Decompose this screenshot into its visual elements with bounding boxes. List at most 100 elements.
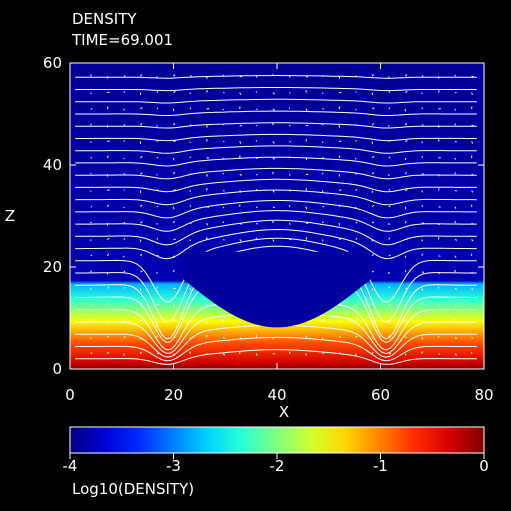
velocity-vector [388,286,391,289]
velocity-vector [338,204,341,208]
colorbar-ticks: -4 -3 -2 -1 0 [63,453,489,475]
field-line [75,75,477,79]
velocity-vector [371,319,375,322]
velocity-vector [438,90,440,93]
velocity-vector [106,351,110,355]
velocity-vector [173,140,176,142]
plot-axes: 0 20 40 60 80 0 20 40 60 [43,54,494,404]
velocity-vector [421,239,423,242]
velocity-vector [454,353,457,356]
velocity-vector [405,139,408,142]
velocity-vector [322,352,325,355]
velocity-vector [256,108,258,111]
velocity-vector [454,206,457,209]
velocity-vector [173,74,176,77]
velocity-vector [404,220,407,224]
velocity-vector [140,155,143,159]
velocity-vector [338,189,342,191]
velocity-vector [140,319,143,322]
velocity-vector [239,141,242,144]
velocity-vector [90,303,93,306]
velocity-vector [206,90,208,93]
velocity-vector [156,286,159,289]
y-tick-label: 40 [43,156,62,174]
field-lines [75,75,477,365]
velocity-vector [239,75,243,78]
velocity-vector [255,157,258,160]
velocity-vector [123,270,126,273]
velocity-vector [404,270,407,273]
velocity-vector [404,304,407,307]
velocity-vector [438,174,440,177]
velocity-vector [388,188,391,191]
velocity-vector [173,189,176,191]
velocity-vector [156,335,159,338]
velocity-vector [222,157,225,160]
velocity-vector [388,303,391,306]
velocity-vector [438,139,440,142]
velocity-vector [471,239,474,242]
velocity-vector [454,239,458,241]
field-line [75,110,477,116]
velocity-vector [454,337,458,340]
field-line [75,87,477,92]
velocity-vector [438,125,440,128]
velocity-vector [322,172,324,175]
velocity-vector [405,238,408,240]
velocity-vector [454,157,457,160]
heatmap-area [70,63,484,369]
velocity-vector [156,237,159,240]
velocity-vector [371,172,375,175]
x-tick-label: 80 [474,386,493,404]
velocity-vector [173,304,175,308]
velocity-vector [454,287,458,290]
velocity-vector [140,270,143,273]
velocity-vector [438,304,441,306]
velocity-vector [156,254,159,257]
velocity-vector [454,108,456,111]
velocity-vector [106,155,109,159]
velocity-vector [106,302,110,306]
plot-title: DENSITY [72,10,137,28]
velocity-vector [371,73,374,77]
velocity-vector [322,92,324,94]
velocity-vector [173,353,175,356]
velocity-vector [305,108,308,112]
velocity-vector [405,189,408,191]
y-tick-label: 60 [43,54,62,72]
field-line [75,145,477,154]
velocity-vector [355,172,358,175]
velocity-vector [305,237,308,240]
field-line [75,245,477,323]
velocity-vector [471,173,474,176]
velocity-vector [338,352,341,355]
velocity-vector [239,222,242,225]
velocity-vector [471,222,474,225]
velocity-vector [206,188,208,191]
velocity-vector [139,302,142,305]
velocity-vector [371,156,375,159]
velocity-vector [106,106,109,110]
velocity-vector [289,141,291,143]
velocity-vector [288,222,291,225]
velocity-vector [272,141,275,144]
velocity-vector [189,75,192,77]
velocity-vector [140,204,143,208]
velocity-vector [173,269,175,273]
velocity-vector [355,237,358,240]
field-line [75,133,477,142]
velocity-vector [123,238,126,240]
velocity-vector [371,302,374,305]
velocity-vector [223,190,225,192]
velocity-vector [404,74,408,77]
velocity-vector [471,92,473,95]
velocity-vector [272,157,276,160]
velocity-vector [140,107,143,110]
velocity-vector [421,75,424,77]
field-line [75,210,477,232]
cavity-region [183,251,371,328]
velocity-vector [123,189,125,191]
velocity-vector [106,335,110,338]
velocity-vector [173,220,175,224]
